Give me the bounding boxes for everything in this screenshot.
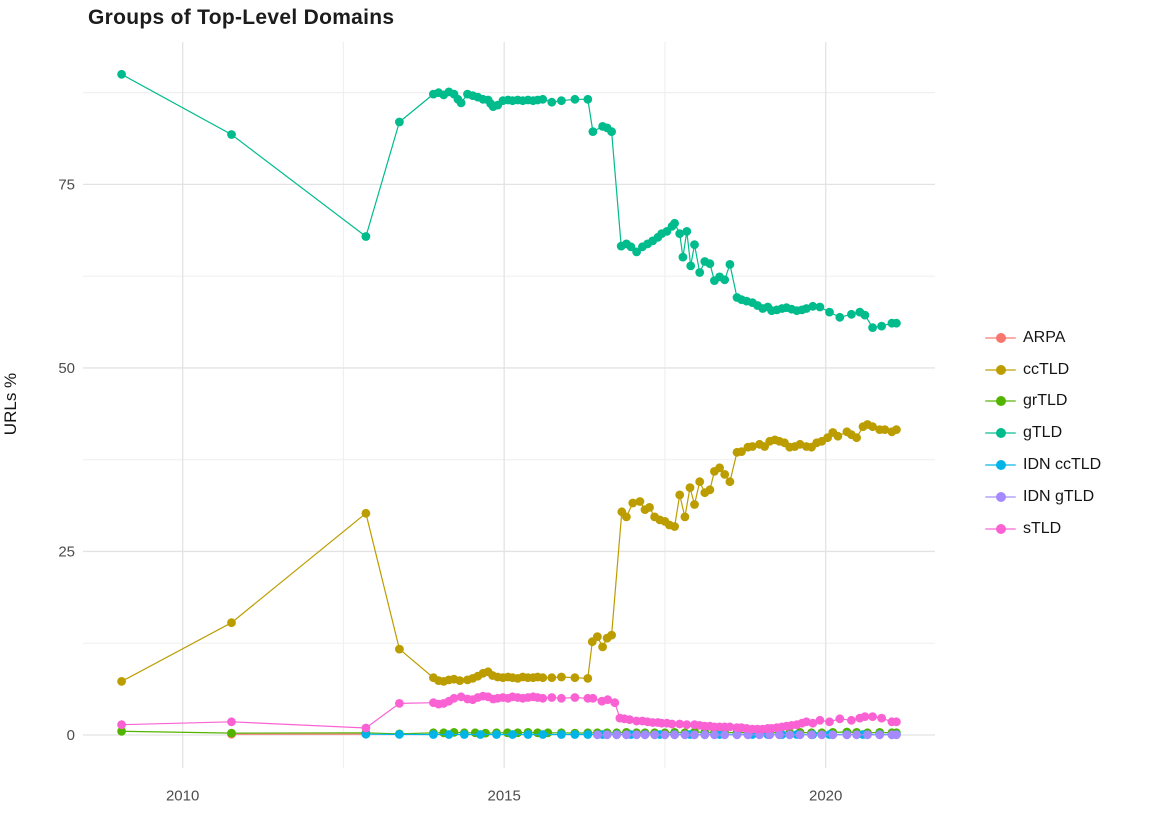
series-gTLD bbox=[117, 69, 901, 332]
legend-key-icon bbox=[985, 428, 1016, 439]
series-points bbox=[117, 69, 901, 332]
y-tick-label: 0 bbox=[67, 727, 75, 744]
legend-item-gTLD: gTLD bbox=[985, 417, 1101, 449]
y-tick-label: 25 bbox=[58, 543, 75, 560]
legend-key-icon bbox=[985, 332, 1016, 343]
legend-item-label: gTLD bbox=[1023, 424, 1063, 442]
legend-key-icon bbox=[985, 396, 1016, 407]
chart-title: Groups of Top-Level Domains bbox=[88, 6, 395, 29]
legend-item-label: sTLD bbox=[1023, 519, 1062, 537]
legend-key-icon bbox=[985, 491, 1016, 502]
y-tick-label: 50 bbox=[58, 360, 75, 377]
series-points bbox=[117, 691, 901, 734]
series-ccTLD bbox=[117, 420, 901, 686]
legend-item-label: ARPA bbox=[1023, 328, 1066, 346]
gridlines-minor bbox=[83, 42, 935, 768]
x-tick-label: 2020 bbox=[809, 787, 842, 804]
series-points bbox=[117, 420, 901, 686]
legend-key-icon bbox=[985, 460, 1016, 471]
legend-item-ccTLD: ccTLD bbox=[985, 354, 1101, 386]
legend-item-label: ccTLD bbox=[1023, 360, 1070, 378]
x-tick-labels: 2010 2015 2020 bbox=[166, 787, 842, 804]
legend: ARPA ccTLD grTLD gTLD IDN ccTLD IDN gTLD sTLD bbox=[985, 322, 1101, 545]
legend-item-label: IDN ccTLD bbox=[1023, 456, 1102, 474]
legend-item-sTLD: sTLD bbox=[985, 513, 1101, 545]
x-tick-label: 2015 bbox=[487, 787, 520, 804]
series-line bbox=[121, 73, 897, 329]
series-ARPA bbox=[227, 729, 371, 739]
legend-item-label: grTLD bbox=[1023, 392, 1068, 410]
legend-item-ARPA: ARPA bbox=[985, 322, 1101, 354]
x-tick-label: 2010 bbox=[166, 787, 199, 804]
series-points bbox=[593, 730, 901, 740]
y-tick-label: 75 bbox=[58, 176, 75, 193]
legend-item-grTLD: grTLD bbox=[985, 386, 1101, 418]
gridlines-major bbox=[83, 42, 935, 768]
y-tick-labels: 0 25 50 75 bbox=[58, 176, 75, 744]
legend-item-IDN-ccTLD: IDN ccTLD bbox=[985, 449, 1101, 481]
legend-key-icon bbox=[985, 523, 1016, 534]
series-sTLD bbox=[117, 691, 901, 734]
y-axis-title: URLs % bbox=[1, 372, 20, 436]
legend-item-IDN-gTLD: IDN gTLD bbox=[985, 481, 1101, 513]
legend-item-label: IDN gTLD bbox=[1023, 487, 1095, 505]
series-IDN-gTLD bbox=[593, 730, 901, 740]
legend-key-icon bbox=[985, 364, 1016, 375]
